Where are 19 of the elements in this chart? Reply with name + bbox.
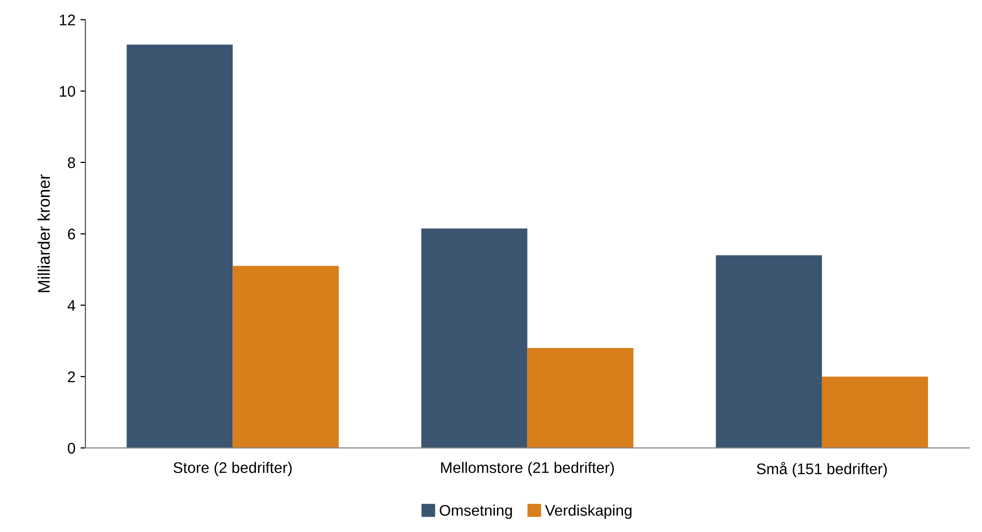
bar	[421, 228, 528, 448]
bar	[232, 266, 339, 448]
bar	[822, 376, 928, 448]
y-tick-label: 8	[68, 157, 76, 168]
y-tick-label: 2	[68, 371, 75, 382]
x-tick-label: Store (2 bedrifter)	[174, 462, 292, 476]
x-tick-label: Mellomstore (21 bedrifter)	[441, 462, 614, 476]
bar	[527, 348, 634, 448]
legend-label: Verdiskaping	[545, 504, 632, 519]
y-tick-label: 6	[68, 228, 76, 240]
y-tick-label: 0	[68, 442, 76, 454]
legend-label: Omsetning	[440, 504, 512, 519]
x-tick-label: Små (151 bedrifter)	[756, 462, 887, 478]
bar	[716, 255, 822, 448]
y-tick-label: 10	[60, 86, 76, 97]
bar	[126, 44, 233, 448]
y-tick-label: 12	[60, 14, 75, 26]
y-axis-title: Milliarder kroner	[38, 174, 50, 292]
y-tick-label: 4	[68, 300, 76, 311]
